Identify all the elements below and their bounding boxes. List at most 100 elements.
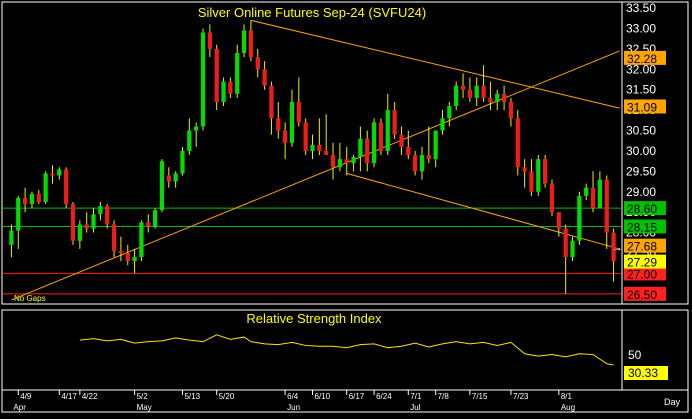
candle-body-6/21 xyxy=(365,138,370,164)
candle-body-4/30 xyxy=(118,250,124,254)
candle-body-7/1 xyxy=(406,146,411,156)
candle-body-7/10 xyxy=(447,106,452,119)
candle-body-7/8 xyxy=(433,130,438,160)
candle-body-8/12 xyxy=(604,179,609,233)
candle-body-6/7 xyxy=(303,122,308,151)
trendline-3 xyxy=(346,172,620,250)
candle-body-8/13 xyxy=(611,232,616,262)
candle-body-4/22 xyxy=(77,224,82,241)
price-tag-32.28: 32.28 xyxy=(627,52,657,66)
candle-body-5/16 xyxy=(200,32,206,127)
price-tag-27.68-box xyxy=(624,238,666,253)
price-tick-30.00: 30.00 xyxy=(626,144,656,158)
rsi-panel-frame xyxy=(1,309,623,391)
candles xyxy=(9,20,616,294)
candle-body-5/30 xyxy=(262,69,267,86)
candle-body-4/11 xyxy=(29,193,35,205)
candle-body-4/29 xyxy=(111,224,117,251)
candle-body-7/24 xyxy=(515,118,520,168)
candle-body-5/23 xyxy=(235,52,240,94)
level-tag-27.00: 27.00 xyxy=(627,267,657,281)
candle-body-6/4 xyxy=(283,130,288,143)
date-tick-6/4: 6/4 xyxy=(287,392,299,401)
level-tag-26.50-box xyxy=(624,286,666,301)
level-tag-28.60-box xyxy=(624,201,666,216)
x-unit-label: Day xyxy=(664,397,681,407)
month-label-May: May xyxy=(137,403,152,412)
candle-body-5/28 xyxy=(248,30,254,58)
candle-body-5/9 xyxy=(166,175,171,182)
candle-body-8/8 xyxy=(590,187,596,209)
candle-body-6/13 xyxy=(330,155,336,168)
candle-body-7/11 xyxy=(454,85,459,107)
candle-body-7/9 xyxy=(440,118,445,131)
level-price-tags: 28.60 28.15 27.00 26.50 32.28 31.09 27.68 27.29 xyxy=(624,50,666,302)
level-tag-26.50: 26.50 xyxy=(627,288,657,302)
candle-body-7/29 xyxy=(536,159,541,192)
candle-body-7/15 xyxy=(467,89,473,98)
candle-body-4/25 xyxy=(98,206,103,215)
candle-body-6/6 xyxy=(296,101,301,123)
candle-body-7/2 xyxy=(413,155,418,172)
candle-body-5/14 xyxy=(187,130,192,151)
candle-body-8/6 xyxy=(577,195,582,241)
level-tag-27.00-box xyxy=(624,266,666,281)
month-label-Jul: Jul xyxy=(410,403,420,412)
date-tick-7/1: 7/1 xyxy=(410,392,422,401)
date-tick-4/17: 4/17 xyxy=(61,392,77,401)
candle-body-5/2 xyxy=(132,257,137,262)
candle-body-7/31 xyxy=(549,183,555,213)
date-tick-4/22: 4/22 xyxy=(82,392,98,401)
candle-body-6/25 xyxy=(378,122,384,151)
candle-body-7/19 xyxy=(495,93,500,102)
price-tag-27.29: 27.29 xyxy=(627,256,657,270)
price-tag-27.29-box xyxy=(624,254,666,269)
level-tag-28.15: 28.15 xyxy=(627,220,657,234)
candle-body-8/2 xyxy=(563,228,568,258)
candle-body-6/18 xyxy=(351,157,356,164)
candle-body-5/24 xyxy=(241,30,247,53)
date-axis: 4/9 4/17 4/22 5/2 5/13 5/20 6/4 6/10 6/17 6/24 7/1… xyxy=(13,390,575,412)
candle-body-8/5 xyxy=(570,240,575,258)
price-tag-27.68: 27.68 xyxy=(627,240,657,254)
month-label-Aug: Aug xyxy=(561,403,575,412)
candle-body-5/20 xyxy=(214,48,219,102)
candle-body-6/11 xyxy=(317,144,322,151)
candle-body-5/1 xyxy=(125,253,130,262)
candle-body-4/18 xyxy=(64,169,69,205)
candle-body-5/29 xyxy=(255,57,260,70)
price-tag-31.09-box xyxy=(624,99,666,114)
date-tick-5/2: 5/2 xyxy=(137,392,149,401)
candle-body-6/14 xyxy=(337,159,342,168)
candle-body-4/24 xyxy=(91,214,96,229)
candle-body-8/1 xyxy=(556,212,561,229)
candle-body-7/22 xyxy=(501,93,507,102)
candle-body-8/9 xyxy=(597,179,603,209)
candle-body-7/18 xyxy=(488,97,493,102)
price-tag-32.28-box xyxy=(624,50,666,65)
candle-body-5/22 xyxy=(228,81,233,94)
candle-body-5/21 xyxy=(221,81,226,102)
rsi-tick-50: 50 xyxy=(628,348,642,362)
candle-body-4/10 xyxy=(22,197,28,205)
candle-body-7/16 xyxy=(474,85,479,98)
date-tick-4/9: 4/9 xyxy=(20,392,32,401)
chart-title: Silver Online Futures Sep-24 (SVFU24) xyxy=(198,5,426,20)
candle-body-8/7 xyxy=(584,187,589,196)
candle-body-7/3 xyxy=(419,155,425,172)
candle-body-5/8 xyxy=(159,161,165,211)
date-tick-6/10: 6/10 xyxy=(315,392,331,401)
candle-body-5/7 xyxy=(152,210,158,227)
date-axis-frame xyxy=(1,389,689,413)
candle-body-5/3 xyxy=(139,222,144,258)
month-label-Jun: Jun xyxy=(287,403,300,412)
rsi-line xyxy=(79,334,614,366)
candle-body-6/10 xyxy=(310,144,315,151)
candle-body-6/28 xyxy=(399,134,404,147)
candle-body-6/17 xyxy=(344,159,349,164)
candle-body-5/31 xyxy=(269,85,274,119)
candle-body-5/10 xyxy=(173,173,178,182)
date-tick-5/13: 5/13 xyxy=(184,392,200,401)
candle-body-7/17 xyxy=(481,85,486,98)
